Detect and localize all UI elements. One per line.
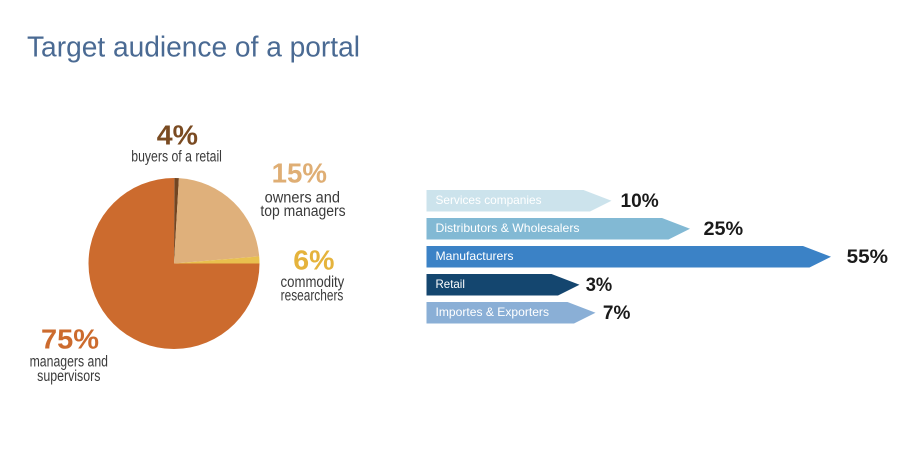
svg-text:3%: 3% (586, 274, 613, 296)
svg-text:7%: 7% (603, 302, 631, 324)
svg-text:Retail: Retail (436, 277, 465, 291)
svg-text:commodity: commodity (281, 274, 345, 291)
svg-text:owners and: owners and (265, 189, 340, 206)
svg-text:researchers: researchers (281, 288, 344, 305)
svg-text:Target audience of a portal: Target audience of a portal (27, 31, 360, 63)
svg-text:managers and: managers and (30, 354, 108, 371)
svg-text:25%: 25% (704, 218, 744, 240)
svg-text:Importes & Exporters: Importes & Exporters (436, 305, 550, 319)
svg-text:4%: 4% (157, 119, 198, 150)
svg-text:supervisors: supervisors (37, 368, 100, 385)
svg-text:15%: 15% (272, 158, 327, 189)
svg-text:55%: 55% (847, 246, 888, 268)
svg-text:6%: 6% (293, 244, 334, 275)
svg-text:Distributors & Wholesalers: Distributors & Wholesalers (436, 221, 580, 235)
svg-text:Manufacturers: Manufacturers (436, 249, 514, 263)
svg-text:10%: 10% (621, 190, 659, 212)
svg-text:buyers of a retail: buyers of a retail (131, 148, 222, 165)
svg-text:Services companies: Services companies (436, 193, 542, 207)
svg-text:75%: 75% (41, 324, 99, 355)
svg-text:top managers: top managers (260, 203, 345, 220)
